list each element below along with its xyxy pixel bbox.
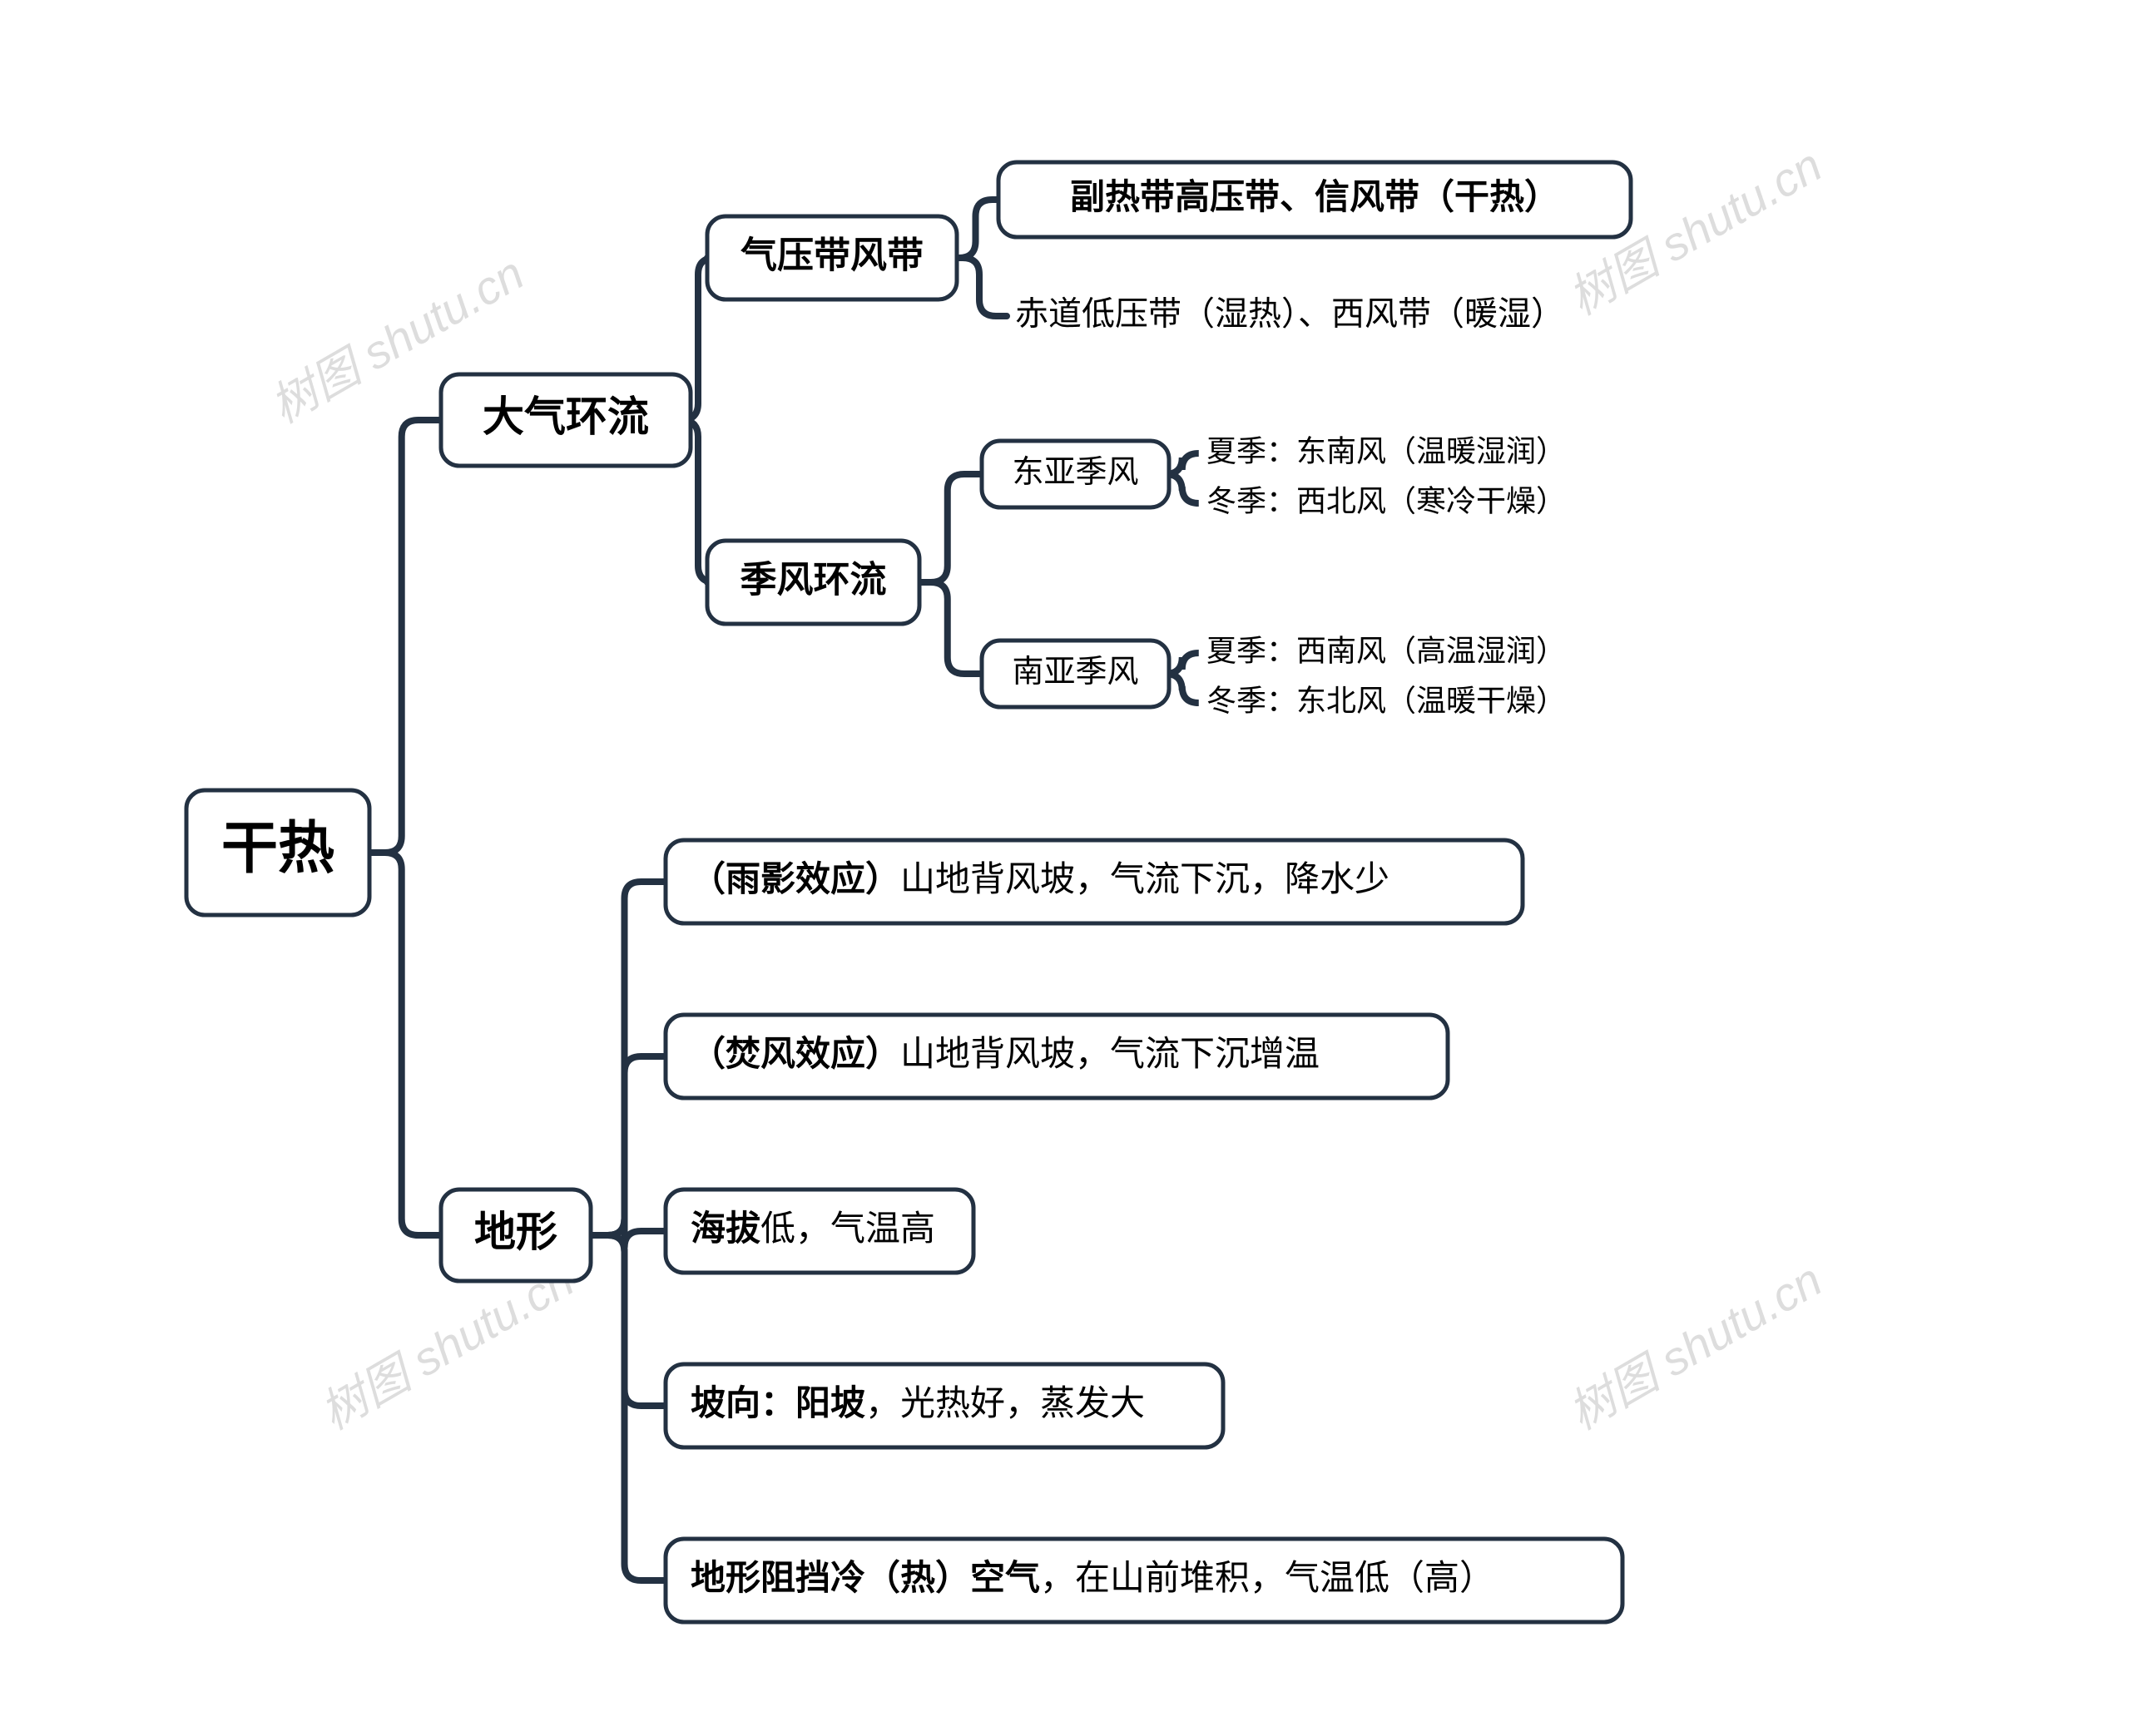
node-label-east-asia: 东亚季风 [1012, 455, 1138, 490]
node-label-press-b: 赤道低压带（湿热）、西风带（暖湿） [1015, 296, 1564, 333]
node-label-block: 地形阻挡冷（热）空气，在山前堆积，气温低（高） [691, 1558, 1494, 1597]
node-label-east-asia-summer: 夏季：东南风（温暖湿润） [1206, 434, 1566, 468]
node-label-atm: 大气环流 [483, 393, 649, 440]
node-label-press-a: 副热带高压带、信风带（干热） [1070, 177, 1559, 216]
node-label-south-asia-summer: 夏季：西南风（高温湿润） [1206, 634, 1566, 668]
node-label-east-asia-winter: 冬季：西北风（寒冷干燥） [1206, 484, 1566, 518]
node-label-monsoon: 季风环流 [741, 560, 887, 601]
node-label-south-asia: 南亚季风 [1012, 655, 1138, 690]
node-label-press: 气压带风带 [741, 235, 924, 276]
node-label-south-asia-winter: 冬季：东北风（温暖干燥） [1206, 684, 1566, 718]
node-label-terrain: 地形 [474, 1209, 557, 1255]
node-label-elevation: 海拔低，气温高 [691, 1209, 935, 1248]
node-label-rainshadow: （雨影效应）山地背风坡，气流下沉，降水少 [691, 859, 1389, 898]
node-label-foehn: （焚风效应）山地背风坡，气流下沉增温 [691, 1034, 1320, 1073]
node-label-root: 干热 [221, 817, 334, 880]
node-label-aspect: 坡向：阳坡，光热好，蒸发大 [691, 1383, 1145, 1422]
mindmap-canvas: 树图 shutu.cn树图 shutu.cn树图 shutu.cn树图 shut… [0, 0, 2130, 1736]
